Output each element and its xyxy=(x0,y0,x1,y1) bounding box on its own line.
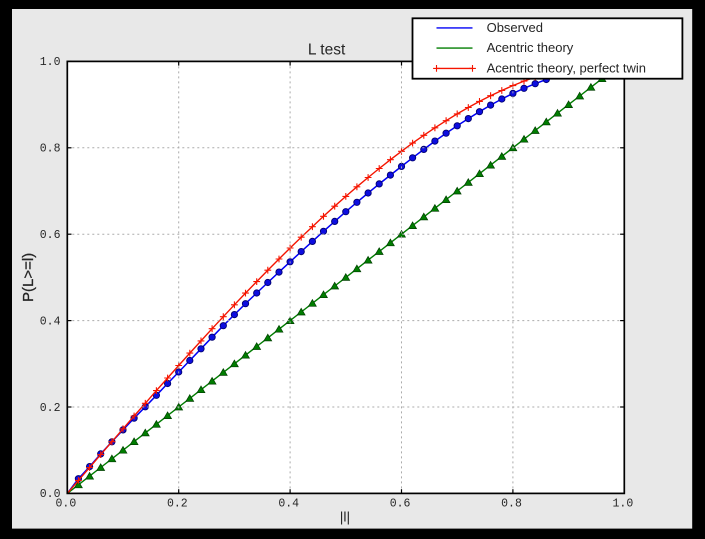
svg-text:Acentric theory: Acentric theory xyxy=(487,40,574,55)
svg-text:1.0: 1.0 xyxy=(613,498,634,511)
svg-text:0.0: 0.0 xyxy=(40,488,61,501)
svg-text:0.4: 0.4 xyxy=(278,498,299,511)
svg-text:0.8: 0.8 xyxy=(40,143,61,156)
svg-text:1.0: 1.0 xyxy=(40,56,61,69)
svg-text:0.2: 0.2 xyxy=(40,402,61,415)
svg-text:Acentric theory, perfect twin: Acentric theory, perfect twin xyxy=(487,60,646,75)
svg-text:0.4: 0.4 xyxy=(40,315,61,328)
svg-text:L test: L test xyxy=(308,42,346,59)
svg-text:|l|: |l| xyxy=(340,509,350,525)
svg-text:0.0: 0.0 xyxy=(56,498,77,511)
svg-text:0.8: 0.8 xyxy=(501,498,522,511)
svg-text:0.2: 0.2 xyxy=(167,498,188,511)
svg-text:P(L>=l): P(L>=l) xyxy=(20,253,37,302)
svg-text:Observed: Observed xyxy=(487,20,543,35)
svg-text:0.6: 0.6 xyxy=(390,498,411,511)
svg-text:0.6: 0.6 xyxy=(40,229,61,242)
